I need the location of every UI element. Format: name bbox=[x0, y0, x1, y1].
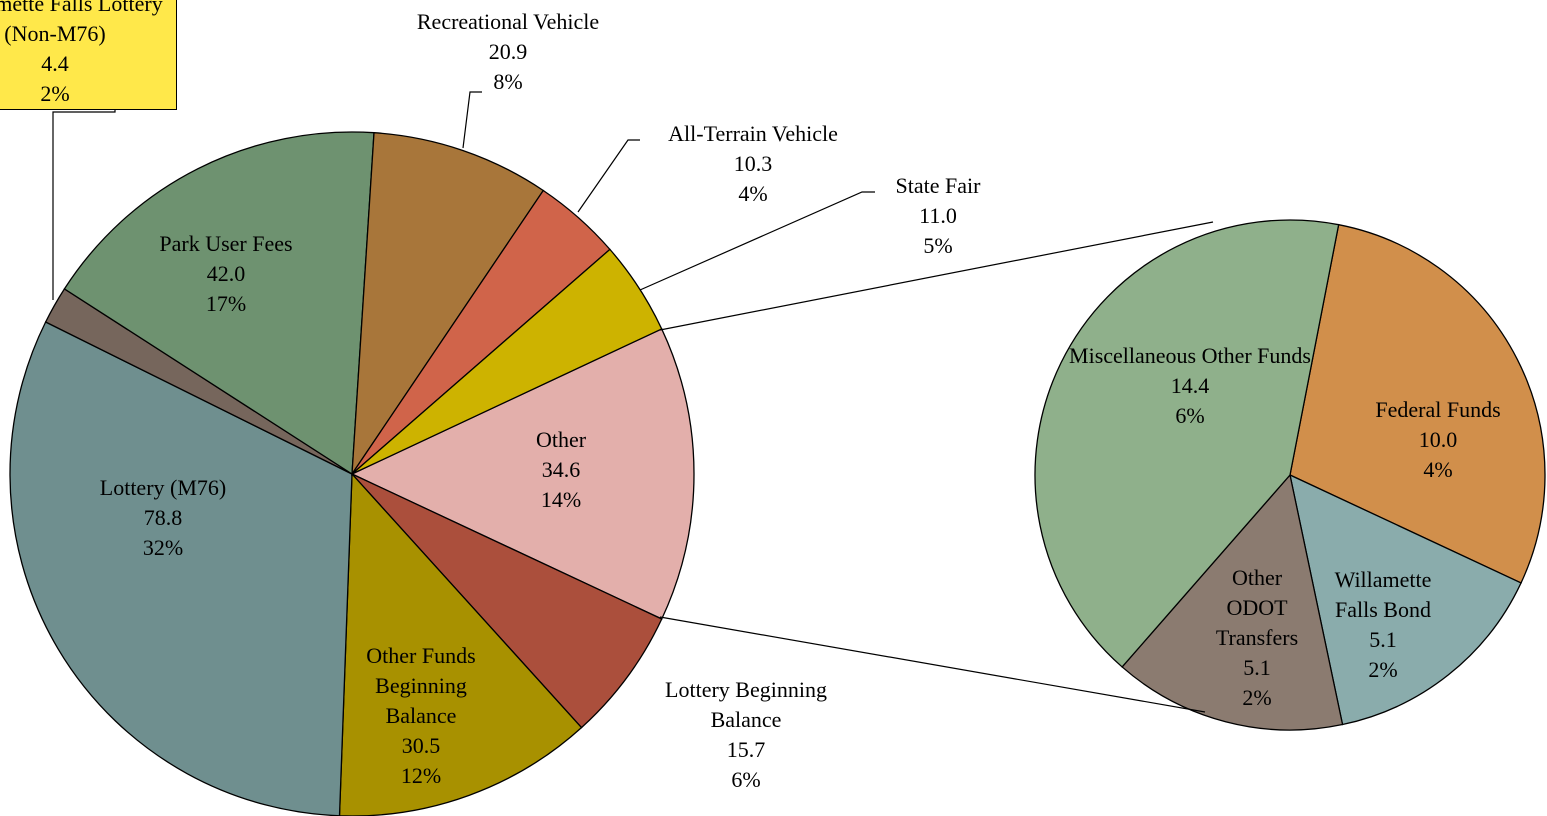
percent-label: 14% bbox=[540, 487, 582, 512]
percent-label: 2% bbox=[1242, 685, 1272, 710]
slice-label: State Fair 11.0 5% bbox=[868, 171, 1008, 261]
category-label: Other ODOT Transfers bbox=[1215, 565, 1299, 650]
category-label: Federal Funds bbox=[1375, 397, 1501, 422]
category-label: Lottery (M76) bbox=[99, 475, 227, 500]
percent-label: 32% bbox=[142, 535, 184, 560]
pie-slice bbox=[1034, 219, 1340, 668]
leader-lines bbox=[52, 91, 1214, 713]
pie-slice bbox=[350, 328, 695, 620]
category-label: Other Funds Beginning Balance bbox=[366, 643, 476, 728]
value-label: 11.0 bbox=[919, 203, 957, 228]
leader-line bbox=[577, 139, 640, 213]
slice-label: Recreational Vehicle 20.9 8% bbox=[378, 7, 638, 97]
slice-label: Willamette Falls Bond 5.1 2% bbox=[1318, 565, 1448, 685]
percent-label: 2% bbox=[40, 81, 70, 106]
connector-line bbox=[659, 616, 1206, 713]
connector-line bbox=[659, 221, 1214, 331]
value-label: 5.1 bbox=[1243, 655, 1271, 680]
category-label: Park User Fees bbox=[159, 231, 293, 256]
value-label: 15.7 bbox=[726, 737, 766, 762]
percent-label: 4% bbox=[1423, 457, 1453, 482]
category-label: State Fair bbox=[895, 173, 981, 198]
slice-label: Miscellaneous Other Funds 14.4 6% bbox=[1065, 341, 1315, 431]
slice-label: All-Terrain Vehicle 10.3 4% bbox=[633, 119, 873, 209]
category-label: Lottery Beginning Balance bbox=[665, 677, 827, 732]
percent-label: 5% bbox=[923, 233, 953, 258]
pie-slice bbox=[1121, 473, 1344, 731]
category-label: Miscellaneous Other Funds bbox=[1069, 343, 1311, 368]
value-label: 14.4 bbox=[1170, 373, 1210, 398]
pie-slice bbox=[351, 132, 545, 477]
slice-label: Willamette Falls Lottery (Non-M76) 4.4 2% bbox=[0, 0, 177, 110]
value-label: 34.6 bbox=[541, 457, 581, 482]
leader-line bbox=[639, 191, 875, 291]
pie-slice bbox=[63, 131, 375, 476]
leader-line bbox=[462, 91, 482, 149]
slice-label: Other 34.6 14% bbox=[501, 425, 621, 515]
percent-label: 2% bbox=[1368, 657, 1398, 682]
percent-label: 12% bbox=[400, 763, 442, 788]
category-label: All-Terrain Vehicle bbox=[668, 121, 838, 146]
value-label: 42.0 bbox=[206, 261, 246, 286]
percent-label: 6% bbox=[1175, 403, 1205, 428]
category-label: Willamette Falls Lottery (Non-M76) bbox=[0, 0, 163, 46]
pie-slice bbox=[1289, 473, 1522, 726]
pie-slice bbox=[9, 321, 353, 816]
percent-label: 4% bbox=[738, 181, 768, 206]
slice-label: Other ODOT Transfers 5.1 2% bbox=[1207, 563, 1307, 713]
slice-label: Federal Funds 10.0 4% bbox=[1348, 395, 1528, 485]
pie-slice bbox=[351, 473, 663, 729]
value-label: 78.8 bbox=[143, 505, 183, 530]
value-label: 4.4 bbox=[41, 51, 69, 76]
value-label: 5.1 bbox=[1369, 627, 1397, 652]
value-label: 30.5 bbox=[401, 733, 441, 758]
category-label: Recreational Vehicle bbox=[416, 9, 600, 34]
value-label: 10.0 bbox=[1418, 427, 1458, 452]
slice-label: Lottery Beginning Balance 15.7 6% bbox=[631, 675, 861, 795]
slice-label: Park User Fees 42.0 17% bbox=[126, 229, 326, 319]
percent-label: 6% bbox=[731, 767, 761, 792]
pie-slice bbox=[1289, 223, 1546, 584]
category-label: Other bbox=[535, 427, 587, 452]
slice-label: Lottery (M76) 78.8 32% bbox=[63, 473, 263, 563]
value-label: 20.9 bbox=[488, 39, 528, 64]
value-label: 10.3 bbox=[733, 151, 773, 176]
percent-label: 17% bbox=[205, 291, 247, 316]
slice-label: Other Funds Beginning Balance 30.5 12% bbox=[346, 641, 496, 791]
percent-label: 8% bbox=[493, 69, 523, 94]
pie-slice bbox=[351, 248, 663, 475]
category-label: Willamette Falls Bond bbox=[1334, 567, 1432, 622]
